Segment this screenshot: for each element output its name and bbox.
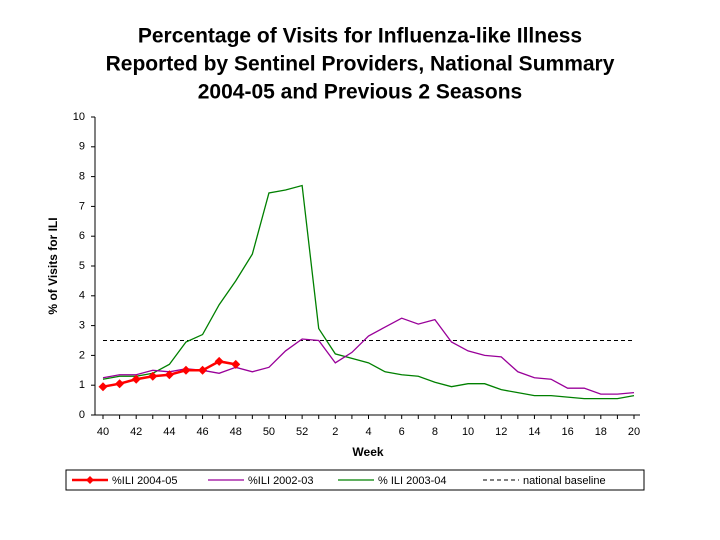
- legend-label: % ILI 2003-04: [378, 475, 447, 487]
- y-axis-title: % of Visits for ILI: [46, 217, 60, 314]
- x-tick-label: 50: [263, 426, 275, 438]
- y-tick-label: 0: [79, 409, 85, 421]
- y-tick-label: 9: [79, 141, 85, 153]
- legend-marker: [86, 476, 94, 484]
- x-tick-label: 4: [365, 426, 371, 438]
- y-tick-label: 8: [79, 171, 85, 183]
- series-line: [102, 317, 635, 395]
- data-point: [164, 370, 174, 380]
- x-axis-title: Week: [352, 445, 383, 459]
- legend-label: %ILI 2004-05: [112, 475, 177, 487]
- data-point: [214, 356, 224, 366]
- x-tick-label: 12: [495, 426, 507, 438]
- x-tick-label: 46: [196, 426, 208, 438]
- data-point: [98, 382, 108, 392]
- y-tick-label: 2: [79, 349, 85, 361]
- x-tick-label: 52: [296, 426, 308, 438]
- y-tick-label: 3: [79, 320, 85, 332]
- x-tick-label: 10: [462, 426, 474, 438]
- y-tick-label: 5: [79, 260, 85, 272]
- legend-label: %ILI 2002-03: [248, 475, 313, 487]
- x-tick-label: 18: [595, 426, 607, 438]
- x-tick-label: 2: [332, 426, 338, 438]
- chart-title: Percentage of Visits for Influenza-like …: [138, 25, 582, 48]
- y-tick-label: 10: [73, 111, 85, 123]
- y-tick-label: 6: [79, 230, 85, 242]
- y-tick-label: 7: [79, 200, 85, 212]
- x-tick-label: 14: [528, 426, 540, 438]
- data-point: [231, 359, 241, 369]
- data-point: [115, 379, 125, 389]
- x-tick-label: 20: [628, 426, 640, 438]
- chart-title: 2004-05 and Previous 2 Seasons: [198, 81, 523, 104]
- data-point: [148, 371, 158, 381]
- x-tick-label: 8: [432, 426, 438, 438]
- data-point: [131, 374, 141, 384]
- chart-title: Reported by Sentinel Providers, National…: [106, 53, 615, 76]
- x-tick-label: 42: [130, 426, 142, 438]
- y-tick-label: 4: [79, 290, 85, 302]
- x-tick-label: 44: [163, 426, 175, 438]
- x-tick-label: 16: [562, 426, 574, 438]
- data-point: [181, 365, 191, 375]
- series-line: [102, 184, 635, 400]
- x-tick-label: 6: [399, 426, 405, 438]
- y-tick-label: 1: [79, 379, 85, 391]
- x-tick-label: 40: [97, 426, 109, 438]
- legend-label: national baseline: [523, 475, 606, 487]
- x-tick-label: 48: [230, 426, 242, 438]
- data-point: [198, 365, 208, 375]
